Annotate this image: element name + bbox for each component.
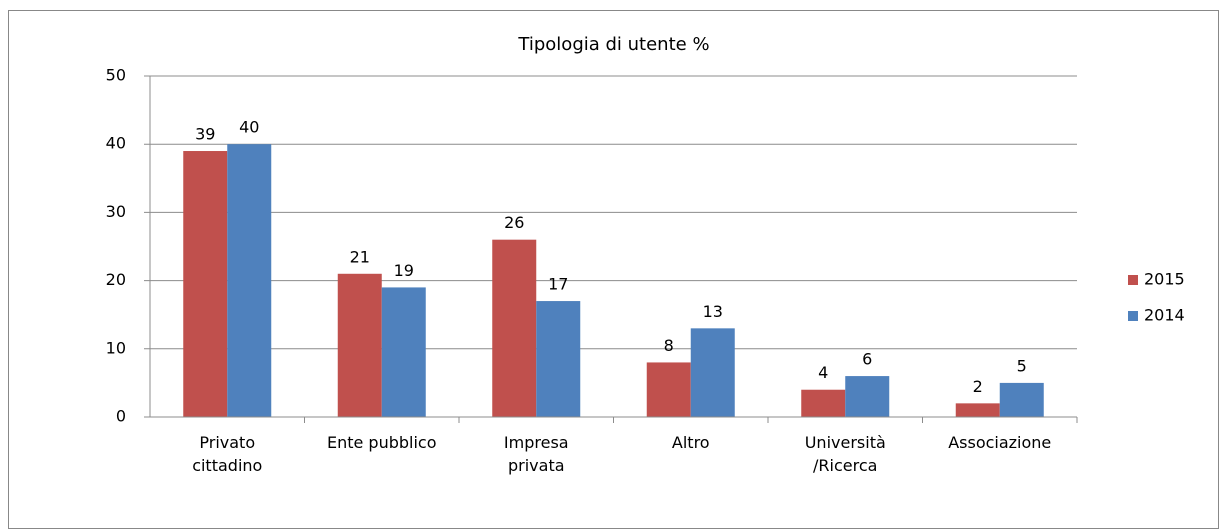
bar xyxy=(536,301,581,417)
bar xyxy=(381,287,426,417)
legend-swatch xyxy=(1128,275,1138,285)
data-label: 19 xyxy=(394,261,414,280)
bar xyxy=(955,403,1000,417)
x-tick-label: Ente pubblico xyxy=(327,433,437,452)
y-tick-label: 40 xyxy=(106,134,126,153)
bar xyxy=(227,144,272,417)
data-label: 2 xyxy=(973,377,983,396)
y-tick-label: 20 xyxy=(106,270,126,289)
bar xyxy=(183,151,228,417)
data-label: 6 xyxy=(862,350,872,369)
data-label: 4 xyxy=(818,363,828,382)
legend-label: 2014 xyxy=(1144,306,1185,325)
bar xyxy=(999,382,1044,417)
data-label: 8 xyxy=(664,336,674,355)
bar xyxy=(690,328,735,417)
data-label: 13 xyxy=(703,302,723,321)
legend-label: 2015 xyxy=(1144,270,1185,289)
y-tick-label: 0 xyxy=(116,407,126,426)
data-label: 26 xyxy=(504,213,524,232)
x-tick-label: Impresa privata xyxy=(504,433,569,475)
x-tick-label: Privato cittadino xyxy=(192,433,262,475)
x-tick-label: Università/Ricerca xyxy=(805,433,886,475)
data-label: 39 xyxy=(195,125,215,144)
bar xyxy=(646,362,691,417)
data-label: 17 xyxy=(548,275,568,294)
data-label: 40 xyxy=(239,118,259,137)
y-tick-label: 50 xyxy=(106,66,126,85)
legend-swatch xyxy=(1128,311,1138,321)
y-tick-label: 30 xyxy=(106,202,126,221)
bar xyxy=(801,389,846,417)
chart-title: Tipologia di utente % xyxy=(517,34,709,55)
bar xyxy=(492,239,537,417)
x-tick-label: Associazione xyxy=(948,433,1051,452)
x-tick-label: Altro xyxy=(672,433,710,452)
bar xyxy=(845,376,890,417)
bar xyxy=(337,273,382,417)
y-tick-label: 10 xyxy=(106,338,126,357)
data-label: 21 xyxy=(350,247,370,266)
data-label: 5 xyxy=(1017,356,1027,375)
